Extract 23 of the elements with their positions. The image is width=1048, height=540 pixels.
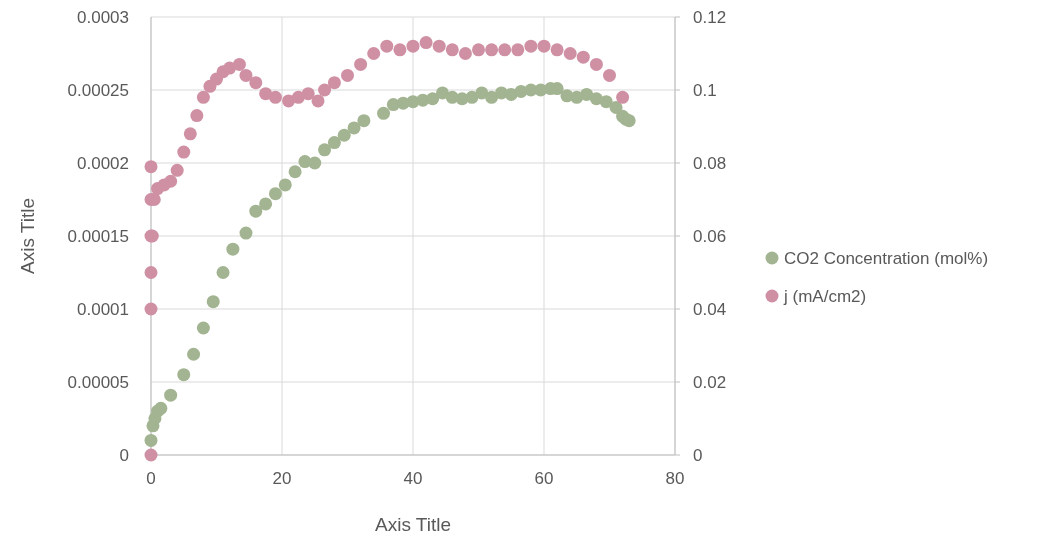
x-tick-label: 0	[146, 469, 156, 488]
legend-label: j (mA/cm2)	[783, 287, 867, 306]
x-tick-label: 40	[403, 469, 423, 488]
y-tick-label: 0.0001	[77, 300, 129, 319]
y2-tick-label: 0.02	[693, 373, 727, 392]
y-tick-label: 0.00015	[67, 227, 129, 246]
y-tick-label: 0.0002	[77, 154, 129, 173]
y2-tick-label: 0	[693, 446, 703, 465]
y-axis-title: Axis Title	[17, 197, 38, 275]
y2-tick-label: 0.12	[693, 8, 727, 27]
x-axis-title: Axis Title	[374, 514, 452, 535]
y2-tick-label: 0.04	[693, 300, 727, 319]
y2-tick-label: 0.1	[693, 81, 717, 100]
y-tick-label: 0.00025	[67, 81, 129, 100]
y2-tick-label: 0.08	[693, 154, 727, 173]
y-tick-label: 0	[119, 446, 129, 465]
x-tick-label: 20	[272, 469, 292, 488]
x-tick-label: 60	[534, 469, 554, 488]
y-tick-label: 0.0003	[77, 8, 129, 27]
legend-label: CO2 Concentration (mol%)	[784, 249, 989, 268]
y-tick-label: 0.00005	[67, 373, 129, 392]
y2-tick-label: 0.06	[693, 227, 727, 246]
x-tick-label: 80	[665, 469, 685, 488]
